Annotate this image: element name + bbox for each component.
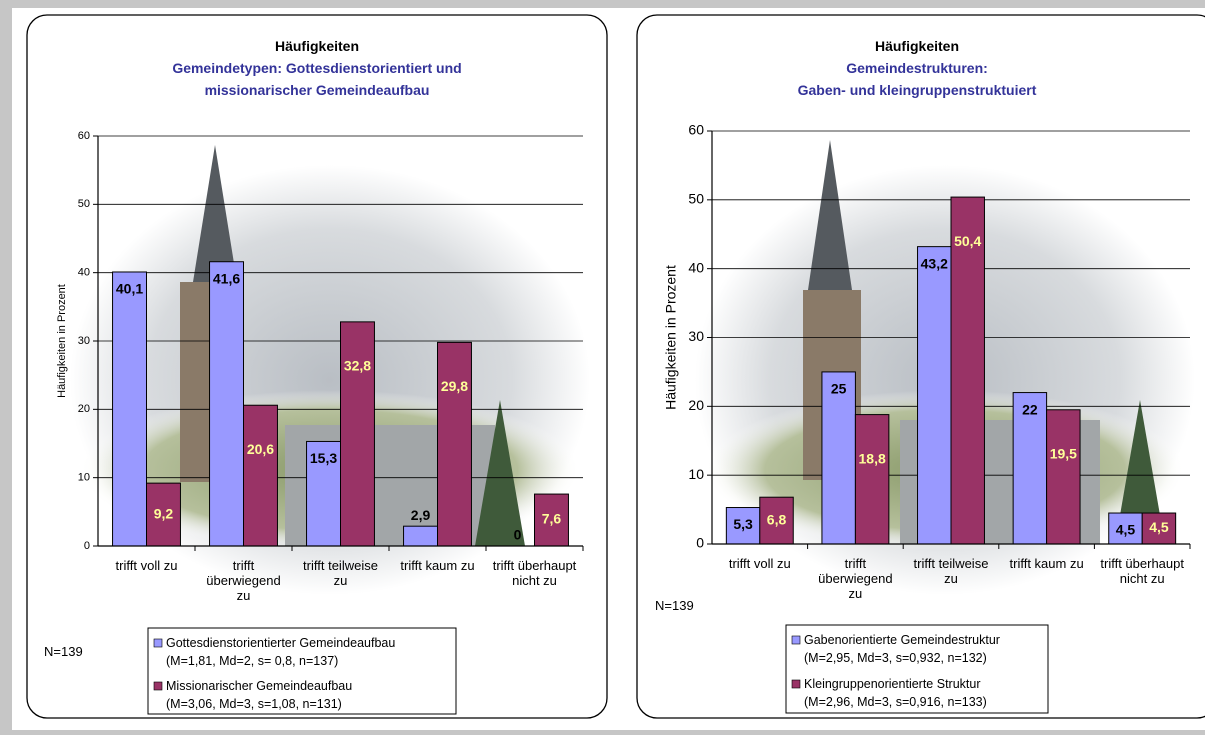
legend-label: Missionarischer Gemeindeaufbau (M=3,06, … (166, 679, 353, 711)
legend-box (147, 627, 457, 715)
legend-label: Kleingruppenorientierte Struktur (M=2,96… (804, 677, 987, 709)
y-tick-label: 30 (688, 328, 704, 344)
value-label: 41,6 (213, 270, 240, 286)
bar (437, 341, 472, 547)
x-tick-label: trifft kaum zu (400, 558, 475, 573)
bar (534, 493, 569, 547)
bar (403, 525, 438, 547)
annotation: N=139 (655, 598, 694, 613)
value-label: 4,5 (1116, 522, 1136, 538)
chart-subtitle: Gemeindetypen: Gottesdienstorientiert un… (172, 60, 462, 98)
value-label: 9,2 (154, 505, 174, 521)
value-label: 22 (1022, 401, 1038, 417)
value-label: 29,8 (441, 378, 468, 394)
bar (340, 321, 375, 547)
bar (112, 271, 148, 547)
value-label: 18,8 (859, 450, 886, 466)
x-tick-label: trifft teilweise zu (303, 558, 378, 588)
value-label: 43,2 (921, 255, 948, 271)
legend-box (785, 624, 1049, 714)
bar (146, 482, 181, 547)
y-tick-label: 30 (78, 335, 90, 347)
value-label: 15,3 (310, 450, 337, 466)
bar (821, 371, 856, 545)
y-tick-label: 0 (696, 535, 704, 551)
value-label: 0 (514, 527, 522, 543)
y-tick-label: 20 (688, 397, 704, 413)
bar (1012, 392, 1048, 545)
y-tick-label: 40 (78, 267, 90, 279)
y-axis-label: Häufigkeiten in Prozent (56, 284, 68, 398)
value-label: 40,1 (116, 281, 143, 297)
value-label: 50,4 (954, 233, 981, 249)
legend-label: Gottesdienstorientierter Gemeindeaufbau … (166, 636, 396, 668)
y-tick-label: 50 (688, 191, 704, 207)
x-tick-label: trifft voll zu (115, 558, 178, 573)
bar (1046, 409, 1081, 545)
y-tick-label: 10 (78, 472, 90, 484)
value-label: 6,8 (767, 511, 787, 527)
x-tick-label: trifft voll zu (728, 556, 791, 571)
x-tick-label: trifft überhaupt nicht zu (1100, 556, 1184, 586)
value-label: 4,5 (1149, 519, 1169, 535)
y-tick-label: 50 (78, 198, 90, 210)
legend-swatch (153, 638, 163, 648)
bar (243, 404, 278, 547)
y-tick-label: 20 (78, 403, 90, 415)
x-tick-label: trifft überwiegend zu (206, 558, 281, 603)
y-tick-label: 0 (84, 540, 90, 552)
x-tick-label: trifft kaum zu (1009, 556, 1084, 571)
value-label: 19,5 (1050, 445, 1077, 461)
annotation: N=139 (44, 644, 83, 659)
legend-swatch (153, 681, 163, 691)
value-label: 2,9 (411, 507, 431, 523)
bar (854, 414, 890, 545)
legend-swatch (791, 635, 801, 645)
bar (306, 440, 341, 547)
chart-title: Häufigkeiten (874, 38, 959, 54)
value-label: 32,8 (344, 358, 371, 374)
bar (917, 246, 952, 545)
chart-subtitle: Gemeindestrukturen: Gaben- und kleingrup… (797, 60, 1037, 98)
y-axis-label: Häufigkeiten in Prozent (663, 265, 679, 410)
bar (950, 196, 985, 545)
value-label: 5,3 (733, 516, 753, 532)
bar (1141, 512, 1177, 545)
bar (1108, 512, 1143, 545)
chart-title: Häufigkeiten (274, 38, 359, 54)
value-label: 25 (831, 381, 847, 397)
value-label: 20,6 (247, 441, 274, 457)
legend-swatch (791, 679, 801, 689)
y-tick-label: 40 (688, 259, 704, 275)
y-tick-label: 10 (688, 466, 704, 482)
y-tick-label: 60 (688, 122, 704, 138)
bar (725, 507, 761, 545)
legend-label: Gabenorientierte Gemeindestruktur (M=2,9… (804, 633, 1000, 665)
x-tick-label: trifft überhaupt nicht zu (492, 558, 577, 588)
bar (209, 261, 245, 547)
value-label: 7,6 (542, 511, 562, 527)
y-tick-label: 60 (78, 130, 90, 142)
x-tick-label: trifft überwiegend zu (818, 556, 893, 601)
bar (759, 496, 794, 545)
x-tick-label: trifft teilweise zu (913, 556, 989, 586)
